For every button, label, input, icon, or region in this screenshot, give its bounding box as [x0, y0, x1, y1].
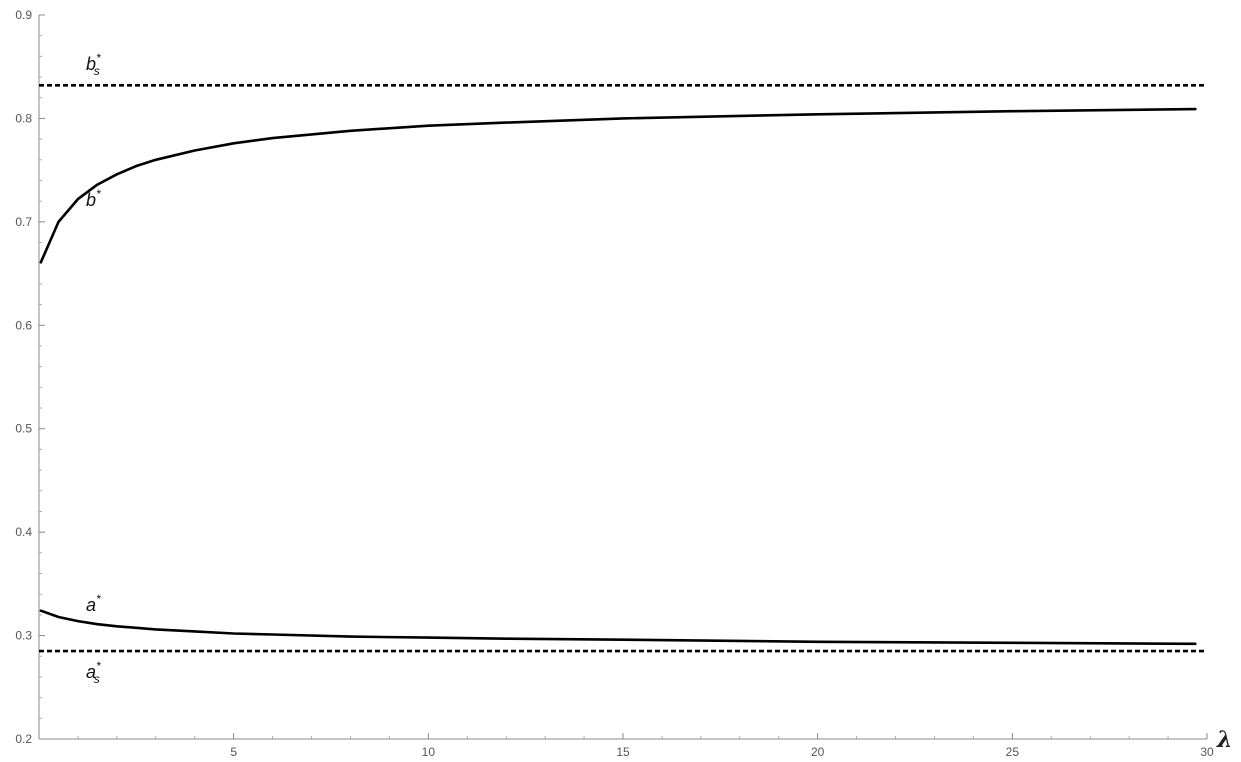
y-tick-label: 0.9: [15, 8, 32, 22]
y-tick-label: 0.7: [15, 215, 32, 229]
series-line-b-star: [39, 107, 1197, 264]
y-tick-label: 0.2: [15, 732, 32, 746]
y-tick-label: 0.5: [15, 422, 32, 436]
x-tick-label: 15: [616, 745, 630, 759]
x-tick-label: 20: [811, 745, 825, 759]
y-tick-label: 0.4: [15, 525, 32, 539]
x-axis-title: λ: [1216, 727, 1232, 753]
series-label-b-star: b*: [86, 187, 101, 210]
series-lines: [39, 84, 1207, 653]
y-tick-label: 0.8: [15, 111, 32, 125]
x-tick-label: 25: [1006, 745, 1020, 759]
series-label-a-star: a*: [86, 592, 101, 615]
y-tick-label: 0.6: [15, 318, 32, 332]
y-tick-label: 0.3: [15, 629, 32, 643]
series-label-a-star-s: a* s: [86, 659, 101, 686]
x-axis: 5 10 15 20 25 30: [39, 733, 1214, 759]
x-tick-label: 30: [1200, 745, 1214, 759]
series-label-b-star-s: b* s: [86, 51, 101, 78]
y-axis: 0.2 0.3 0.4 0.5 0.6 0.7 0.8 0.9: [15, 8, 45, 746]
x-tick-label: 5: [230, 745, 237, 759]
x-tick-label: 10: [422, 745, 436, 759]
series-line-a-star: [39, 609, 1197, 646]
